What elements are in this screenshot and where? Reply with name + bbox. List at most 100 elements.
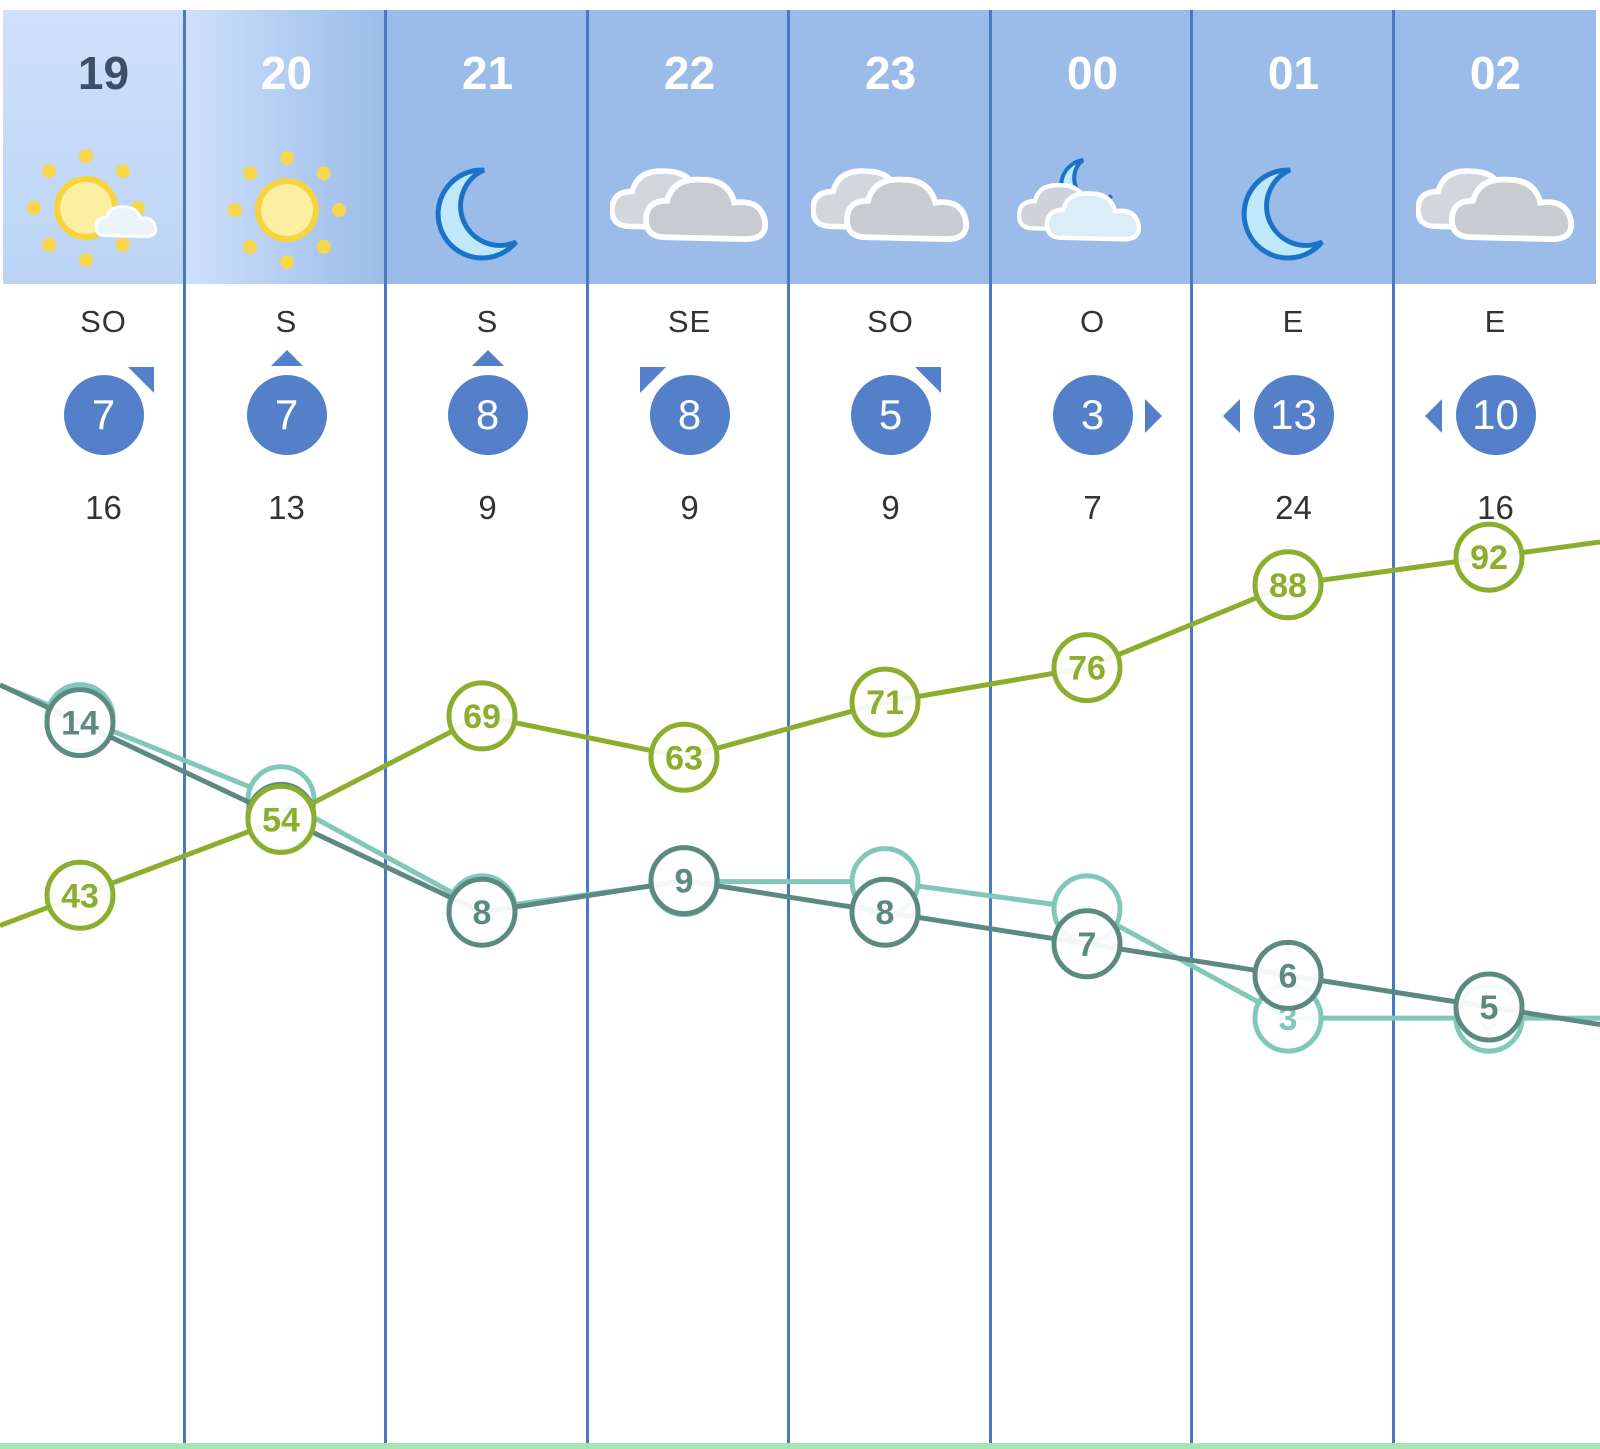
bottom-bar [0,1443,1600,1449]
wind-speed-badge: 7 [63,375,144,455]
wind-gust: 16 [1477,489,1514,526]
column-divider [183,10,186,1449]
wind-speed-badge: 13 [1253,375,1334,455]
humidity-value-label: 76 [1068,650,1106,688]
column-header: 20 [186,10,387,284]
wind-gust: 16 [85,489,122,526]
moon-icon [387,140,588,280]
forecast-column[interactable]: 19 SO 7 16 [3,0,204,1449]
temperature-point: 7 [1051,908,1123,980]
hour-label: 21 [461,47,514,99]
wind-direction: SE [667,304,712,339]
moon-cloud-icon [992,140,1193,280]
forecast-column[interactable]: 01 E 13 24 [1193,0,1394,1449]
wind-direction: S [275,304,298,339]
forecast-column[interactable]: 20 S 7 13 [186,0,387,1449]
sun-icon [186,140,387,280]
temperature-value-label: 14 [61,705,99,743]
wind-speed-badge: 3 [1052,375,1133,455]
cloud-icon [589,140,790,280]
wind-gust: 24 [1275,489,1312,526]
hour-label: 02 [1469,47,1522,99]
temperature-value-label: 8 [473,894,492,932]
hour-label: 19 [77,47,130,99]
forecast-column[interactable]: 23 SO 5 9 [790,0,991,1449]
wind-gust: 9 [881,489,900,526]
column-header: 21 [387,10,588,284]
humidity-point: 71 [849,666,921,738]
temperature-value-label: 5 [1480,989,1499,1027]
wind-direction: S [476,304,499,339]
wind-direction: SO [80,304,127,339]
temperature-point: 14 [44,687,116,759]
hour-label: 23 [864,47,917,99]
humidity-series-line [0,539,1600,928]
wind-speed-badge: 10 [1455,375,1536,455]
moon-icon [1193,140,1394,280]
forecast-column[interactable]: 00 O 3 7 [992,0,1193,1449]
wind-gust: 9 [680,489,699,526]
wind-direction: E [1282,304,1305,339]
wind-arrow-icon [270,350,303,366]
wind-speed-badge: 8 [447,375,528,455]
hour-label: 01 [1267,47,1320,99]
forecast-column[interactable]: 02 E 10 16 [1395,0,1596,1449]
wind-speed-badge: 7 [246,375,327,455]
humidity-point: 76 [1051,632,1123,704]
humidity-value-label: 54 [262,801,300,839]
wind-gust: 7 [1083,489,1102,526]
wind-arrow-icon [471,350,504,366]
humidity-point: 88 [1252,549,1324,621]
column-divider [989,10,992,1449]
temperature-value-label: 6 [1279,957,1298,995]
temperature-point: 9 [648,845,720,917]
forecast-column[interactable]: 21 S 8 9 [387,0,588,1449]
hour-label: 22 [663,47,716,99]
hour-label: 00 [1066,47,1119,99]
column-header: 02 [1395,10,1596,284]
column-divider [384,10,387,1449]
wind-speed-badge: 5 [850,375,931,455]
column-header: 19 [3,10,204,284]
temperature-point: 6 [1252,939,1324,1011]
forecast-column[interactable]: 22 SE 8 9 [589,0,790,1449]
humidity-point: 63 [648,721,720,793]
temperature-series-line [0,682,1600,1027]
wind-gust: 9 [478,489,497,526]
temperature-point: 8 [446,876,518,948]
cloud-icon [790,140,991,280]
wind-direction: O [1079,304,1106,339]
humidity-value-label: 88 [1269,567,1307,605]
column-header: 22 [589,10,790,284]
wind-speed-badge: 8 [649,375,730,455]
humidity-value-label: 63 [665,739,703,777]
wind-direction: SO [867,304,914,339]
hour-label: 20 [260,47,313,99]
humidity-value-label: 43 [61,877,99,915]
sun-cloud-icon [3,140,204,280]
humidity-point: 43 [44,859,116,931]
temperature-value-label: 7 [1078,926,1097,964]
temperature-value-label: 9 [675,863,694,901]
temperature-value-label: 8 [876,894,895,932]
temperature-point: 5 [1453,971,1525,1043]
wind-arrow-icon [1424,399,1442,433]
wind-gust: 13 [268,489,305,526]
column-divider [586,10,589,1449]
column-divider [1392,10,1395,1449]
humidity-value-label: 92 [1470,539,1508,577]
column-header: 23 [790,10,991,284]
humidity-value-label: 69 [463,698,501,736]
dewpoint-series-line [0,682,1600,1021]
column-divider [1190,10,1193,1449]
column-header: 00 [992,10,1193,284]
column-header: 01 [1193,10,1394,284]
wind-arrow-icon [1144,399,1162,433]
wind-arrow-icon [1222,399,1240,433]
humidity-point: 54 [245,783,317,855]
temperature-point: 8 [849,876,921,948]
cloud-icon [1395,140,1596,280]
humidity-value-label: 71 [866,684,904,722]
